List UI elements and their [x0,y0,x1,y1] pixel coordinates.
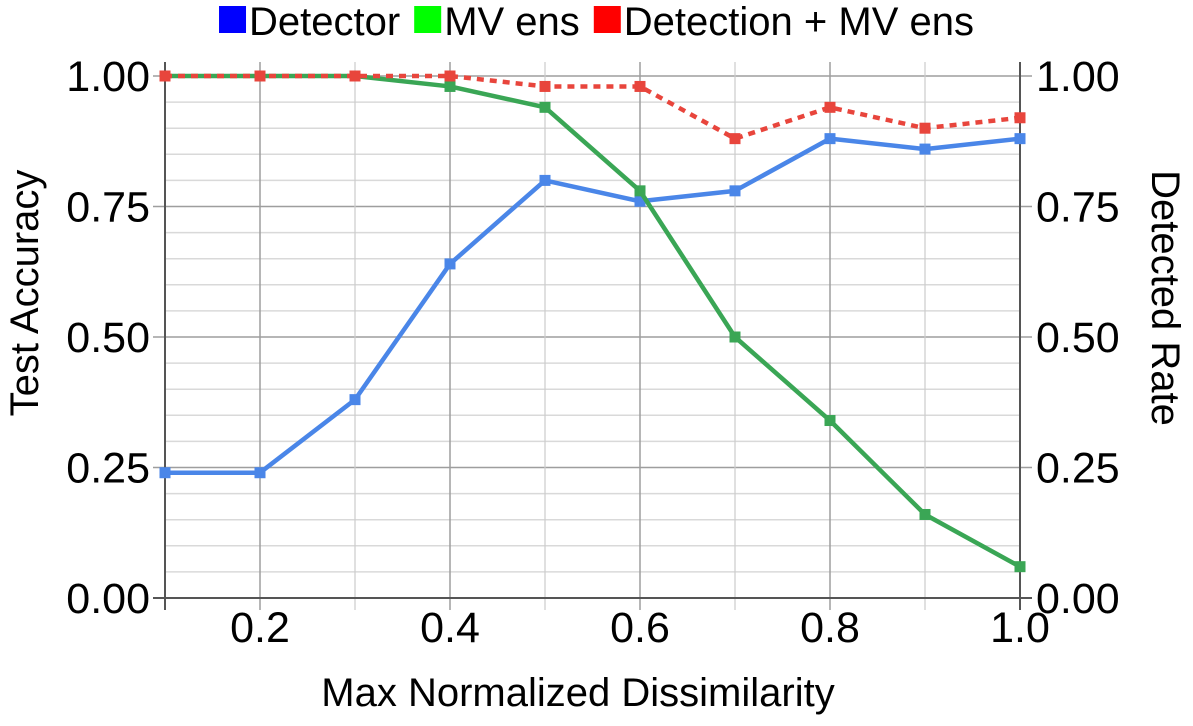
grid [153,62,1032,610]
series-line [165,136,1021,475]
data-point [349,394,361,406]
y-axis-title-right: Detected Rate [1143,170,1187,426]
series-layer [159,70,1026,573]
y-tick-label-right: 0.00 [1036,575,1120,623]
data-point [1014,561,1026,573]
x-tick-label: 1.0 [990,604,1050,652]
data-point [159,467,171,479]
data-point [729,331,741,343]
data-point [159,70,171,82]
series-line [165,73,1022,569]
legend-row: Detector MV ens Detection + MV ens [219,0,974,44]
tick-labels: 0.00 0.000.25 0.250.50 0.500.75 0.751.00 1.00… [66,53,1119,652]
data-point [539,101,551,113]
data-point [824,415,836,427]
data-point [824,133,836,145]
x-tick-label: 0.8 [800,604,860,652]
axes [153,62,1032,610]
y-tick-label-left: 0.25 [66,445,150,493]
legend-label: Detector [249,0,400,44]
legend-swatch [414,6,442,33]
y-tick-label-right: 1.00 [1036,53,1120,101]
data-point [729,185,741,197]
data-point [444,70,456,82]
data-point [634,195,646,207]
data-point [729,133,741,145]
data-point [919,122,931,134]
x-axis-title: Max Normalized Dissimilarity [321,671,834,715]
data-point [824,101,836,113]
x-tick-label: 0.4 [420,604,480,652]
data-point [634,185,646,197]
data-point [1014,112,1026,124]
data-point [349,70,361,82]
data-point [444,80,456,92]
y-tick-label-left: 0.75 [66,184,150,232]
data-point [919,143,931,155]
data-point [1014,133,1026,145]
data-point [254,467,266,479]
data-point [444,258,456,270]
series-line [165,73,1021,141]
legend-swatch [219,6,247,33]
legend-swatch [593,6,621,33]
legend: Detector MV ens Detection + MV ens [219,0,974,44]
y-tick-label-right: 0.75 [1036,184,1120,232]
data-point [919,508,931,520]
data-point [539,80,551,92]
data-point [254,70,266,82]
y-tick-label-left: 1.00 [66,53,150,101]
y-tick-label-left: 0.50 [66,314,150,362]
legend-label: MV ens [444,0,580,44]
data-point [539,174,551,186]
y-tick-label-right: 0.25 [1036,445,1120,493]
y-tick-label-right: 0.50 [1036,314,1120,362]
y-tick-label-left: 0.00 [66,575,150,623]
x-tick-label: 0.6 [610,604,670,652]
y-axis-title-left: Test Accuracy [3,170,47,417]
x-tick-label: 0.2 [230,604,290,652]
data-point [634,80,646,92]
legend-label: Detection + MV ens [624,0,974,44]
